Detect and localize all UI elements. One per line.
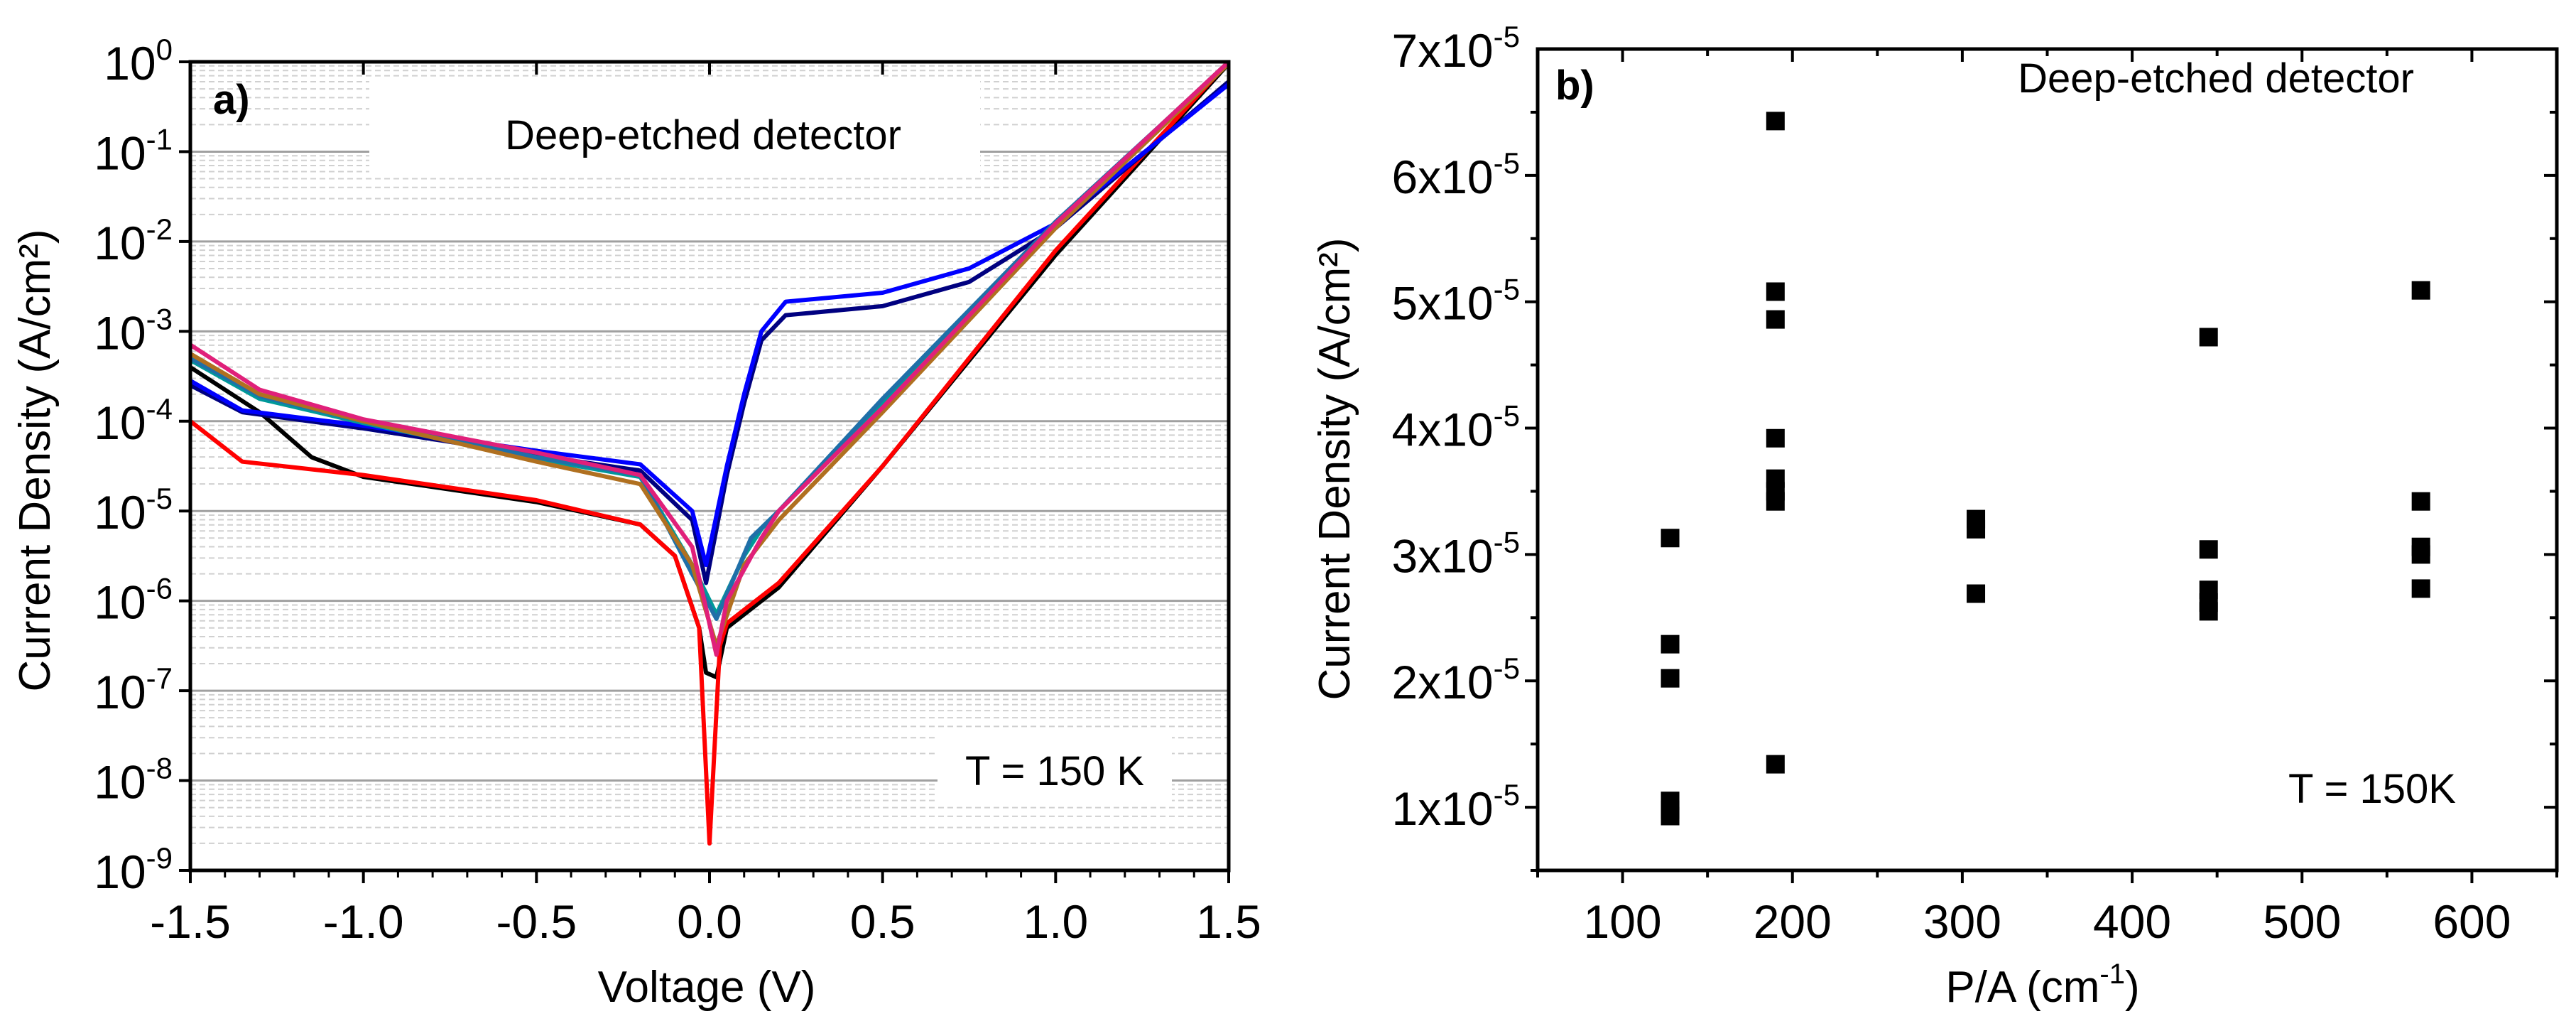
x-tick-label: 0.0 <box>677 895 742 948</box>
series-device-red <box>189 60 1231 846</box>
y-tick-label: 100 <box>104 33 173 90</box>
y-tick-label: 10-5 <box>94 482 173 539</box>
y-tick-label: 7x10-5 <box>1392 20 1520 77</box>
y-tick-label: 10-4 <box>94 392 173 449</box>
y-tick-label: 3x10-5 <box>1392 525 1520 582</box>
x-tick-label: 500 <box>2263 895 2341 948</box>
y-tick-label: 10-9 <box>94 841 173 898</box>
series-device-magenta <box>189 60 1231 657</box>
x-tick-label: 1.0 <box>1023 895 1088 948</box>
data-point <box>2411 579 2430 598</box>
data-point <box>1661 634 1680 654</box>
annotation-background <box>938 735 1172 806</box>
data-point <box>1967 584 1986 603</box>
data-point <box>1967 519 1986 539</box>
data-point <box>2411 281 2430 300</box>
x-tick-label: 300 <box>1923 895 2001 948</box>
panel-b-xlabel: P/A (cm-1) <box>1945 958 2139 1012</box>
x-tick-label: 400 <box>2093 895 2171 948</box>
x-tick-label: 100 <box>1584 895 1662 948</box>
data-point <box>1766 755 1785 774</box>
x-tick-label: -0.5 <box>496 895 577 948</box>
panel-a-annotation: T = 150 K <box>965 748 1144 794</box>
y-tick-label: 10-8 <box>94 752 173 809</box>
data-point <box>1661 806 1680 826</box>
x-tick-label: 600 <box>2433 895 2511 948</box>
panel-a-label: a) <box>213 77 250 123</box>
panel-b-annotation: T = 150K <box>2288 766 2456 812</box>
y-tick-label: 10-7 <box>94 662 173 718</box>
data-point <box>2199 328 2218 347</box>
panel-a-ylabel: Current Density (A/cm²) <box>11 229 60 691</box>
y-tick-label: 4x10-5 <box>1392 399 1520 456</box>
panel-b-axes-frame <box>1536 47 2559 873</box>
title-background <box>369 77 980 176</box>
y-tick-label: 10-6 <box>94 572 173 629</box>
x-tick-label: 1.5 <box>1196 895 1261 948</box>
panel-a-title: Deep-etched detector <box>505 112 901 158</box>
data-point <box>1661 669 1680 688</box>
y-tick-label: 6x10-5 <box>1392 146 1520 203</box>
panel-b-scatter: 100 200 300 400 500 600 1x10-5 2x10-5 3x10-5 4x10… <box>1392 20 2559 948</box>
y-tick-label: 1x10-5 <box>1392 778 1520 835</box>
data-point <box>1661 529 1680 548</box>
data-point <box>1766 428 1785 448</box>
y-tick-label: 10-2 <box>94 212 173 269</box>
data-point <box>1766 492 1785 511</box>
panel-b-label: b) <box>1555 63 1594 109</box>
panel-b-title: Deep-etched detector <box>2018 55 2414 102</box>
panel-a-iv-curves: -1.5 -1.0 -0.5 0.0 0.5 1.0 1.5 10-9 10-8 10-7 10-6… <box>94 33 1261 948</box>
data-point <box>1766 282 1785 301</box>
y-tick-label: 5x10-5 <box>1392 273 1520 330</box>
x-tick-label: -1.0 <box>323 895 404 948</box>
x-tick-label: 0.5 <box>850 895 915 948</box>
panel-b-ylabel: Current Density (A/cm²) <box>1310 237 1359 700</box>
data-point <box>1766 310 1785 329</box>
x-tick-label: -1.5 <box>150 895 231 948</box>
data-point <box>2199 540 2218 559</box>
data-point <box>2411 545 2430 564</box>
data-point <box>1766 112 1785 131</box>
y-tick-label: 10-3 <box>94 302 173 359</box>
y-tick-label: 10-1 <box>94 122 173 179</box>
x-tick-label: 200 <box>1754 895 1832 948</box>
panel-a-xlabel: Voltage (V) <box>598 963 816 1012</box>
y-tick-label: 2x10-5 <box>1392 652 1520 708</box>
data-point <box>2199 602 2218 621</box>
data-point <box>2411 492 2430 511</box>
